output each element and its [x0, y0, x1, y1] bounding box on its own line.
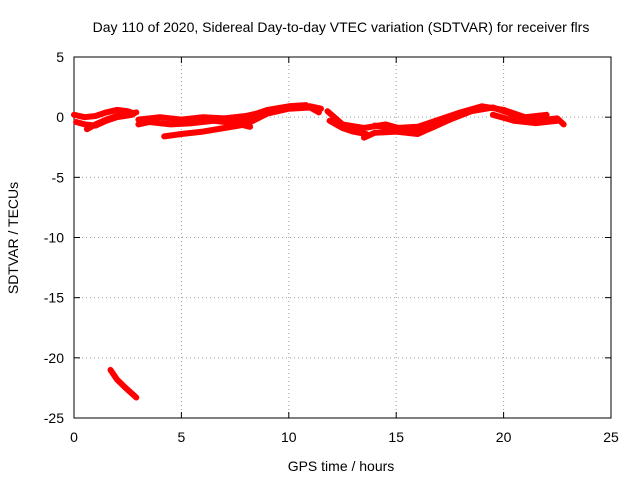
- chart-title: Day 110 of 2020, Sidereal Day-to-day VTE…: [93, 19, 590, 35]
- series-arc13: [107, 366, 140, 401]
- x-tick-label: 5: [178, 429, 186, 445]
- x-tick-label: 20: [496, 429, 512, 445]
- x-tick-label: 15: [388, 429, 404, 445]
- y-tick-label: -10: [44, 230, 64, 246]
- series-arc1: [71, 106, 138, 121]
- y-tick-label: -25: [44, 410, 64, 426]
- y-tick-label: -5: [52, 169, 65, 185]
- series-arc12: [489, 111, 561, 127]
- y-tick-label: -20: [44, 350, 64, 366]
- series-arc9: [326, 117, 370, 137]
- y-axis-ticks: 5 0 -5 -10 -15 -20 -25: [44, 49, 611, 426]
- x-axis-ticks: 0 5 10 15 20 25: [70, 57, 619, 445]
- series-arc10: [361, 121, 443, 141]
- x-axis-label: GPS time / hours: [288, 458, 395, 474]
- data-series: [71, 102, 567, 401]
- y-tick-label: -15: [44, 290, 64, 306]
- series-arc7: [232, 102, 309, 127]
- y-axis-label: SDTVAR / TECUs: [5, 182, 21, 294]
- series-arc11: [371, 103, 550, 131]
- series-arc3: [83, 109, 140, 133]
- x-tick-label: 0: [70, 429, 78, 445]
- x-tick-label: 10: [281, 429, 297, 445]
- grid-lines: [74, 57, 611, 418]
- x-tick-label: 25: [603, 429, 619, 445]
- y-tick-label: 0: [56, 109, 64, 125]
- y-tick-label: 5: [56, 49, 64, 65]
